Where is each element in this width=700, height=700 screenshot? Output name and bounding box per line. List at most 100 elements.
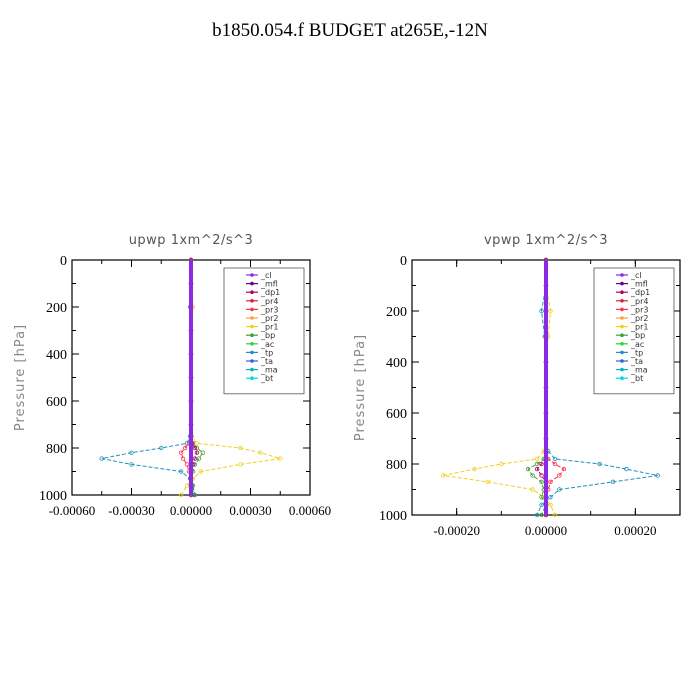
legend-marker bbox=[250, 342, 254, 346]
data-point-pr1 bbox=[178, 492, 184, 498]
panel-title: vpwp 1xm^2/s^3 bbox=[484, 233, 608, 248]
figure-title: b1850.054.f BUDGET at265E,-12N bbox=[212, 20, 488, 41]
legend-entry: _pr1 bbox=[260, 323, 278, 332]
data-point-tp bbox=[178, 469, 184, 474]
legend-marker bbox=[250, 316, 254, 320]
data-point-tp bbox=[548, 494, 553, 500]
legend-entry: _pr3 bbox=[630, 305, 648, 314]
x-tick-label: -0.00060 bbox=[49, 503, 96, 518]
data-point-bp bbox=[200, 450, 206, 455]
legend-marker bbox=[250, 350, 254, 355]
data-point-bp bbox=[525, 466, 531, 472]
data-point-pr1 bbox=[485, 479, 491, 485]
data-point-pr3 bbox=[548, 479, 553, 485]
y-tick-label: 600 bbox=[46, 395, 67, 410]
data-point-tp bbox=[557, 487, 562, 492]
legend: _cl_mfl_dp1_pr4_pr3_pr2_pr1_bp_ac_tp_ta_… bbox=[593, 267, 675, 395]
legend-entry: _bt bbox=[630, 374, 643, 383]
data-point-pr1 bbox=[552, 512, 558, 518]
y-tick-label: 800 bbox=[386, 458, 407, 473]
legend-entry: _pr2 bbox=[260, 314, 278, 323]
data-point-pr3 bbox=[180, 456, 186, 461]
x-tick-label: 0.00060 bbox=[289, 503, 331, 518]
legend-entry: _ma bbox=[630, 366, 648, 375]
y-tick-label: 200 bbox=[46, 301, 67, 316]
x-tick-label: -0.00020 bbox=[433, 523, 480, 538]
data-point-tp bbox=[597, 461, 602, 467]
data-point-tp bbox=[129, 450, 134, 455]
x-tick-label: 0.00000 bbox=[170, 503, 212, 518]
x-tick-label: 0.00020 bbox=[614, 523, 656, 538]
data-point-pr3 bbox=[552, 461, 558, 467]
legend-entry: _pr2 bbox=[630, 314, 648, 323]
x-tick-label: -0.00030 bbox=[108, 503, 155, 518]
data-point-pr1 bbox=[472, 466, 477, 472]
data-point-bp bbox=[539, 479, 544, 485]
legend-entry: _ta bbox=[630, 357, 643, 366]
data-point-dp1 bbox=[539, 473, 544, 478]
legend-entry: _ma bbox=[260, 366, 278, 375]
legend-entry: _pr4 bbox=[260, 297, 278, 306]
legend-entry: _ta bbox=[260, 357, 273, 366]
data-point-tp bbox=[539, 308, 544, 314]
y-tick-label: 600 bbox=[386, 407, 407, 422]
x-tick-label: 0.00030 bbox=[229, 503, 271, 518]
data-point-dp1 bbox=[194, 450, 200, 455]
legend-entry: _tp bbox=[260, 348, 273, 357]
data-point-pr1 bbox=[534, 456, 540, 462]
data-point-pr1 bbox=[184, 483, 190, 488]
data-point-tp bbox=[534, 512, 540, 518]
data-point-dp1 bbox=[192, 445, 198, 451]
x-tick-label: 0.00000 bbox=[525, 523, 567, 538]
data-point-pr1 bbox=[198, 469, 204, 474]
legend-box bbox=[223, 267, 305, 395]
legend-marker bbox=[620, 376, 624, 381]
legend-marker bbox=[250, 324, 254, 329]
data-point-tp bbox=[610, 479, 616, 485]
legend-entry: _pr4 bbox=[630, 297, 648, 306]
data-point-tp bbox=[655, 473, 660, 478]
data-point-bp bbox=[539, 494, 544, 500]
data-point-pr3 bbox=[184, 462, 190, 467]
chart-panel-2: vpwp 1xm^2/s^3 Pressure [hPa] 0 200 400 600 80… bbox=[353, 233, 681, 538]
legend-entry: _bt bbox=[260, 374, 273, 383]
chart-panel-1: upwp 1xm^2/s^3 Pressure [hPa] 0 200 400 600 80… bbox=[13, 233, 331, 518]
data-point-bp bbox=[539, 512, 544, 518]
series-line-tp bbox=[101, 260, 195, 496]
data-point-pr3 bbox=[561, 466, 567, 472]
legend-entry: _pr1 bbox=[630, 323, 648, 332]
legend-marker bbox=[250, 273, 254, 277]
legend-marker bbox=[250, 333, 254, 338]
legend-entry: _ac bbox=[630, 340, 644, 349]
data-point-pr1 bbox=[238, 445, 243, 451]
legend-marker bbox=[250, 307, 254, 312]
legend-entry: _mfl bbox=[260, 280, 278, 289]
data-point-pr1 bbox=[278, 456, 283, 461]
y-tick-label: 800 bbox=[46, 442, 67, 457]
legend-entry: _cl bbox=[260, 271, 272, 280]
legend-marker bbox=[620, 333, 624, 338]
data-point-pr3 bbox=[178, 450, 184, 455]
data-point-pr1 bbox=[258, 450, 263, 455]
data-point-pr1 bbox=[530, 487, 535, 492]
y-tick-label: 400 bbox=[46, 348, 67, 363]
y-tick-label: 0 bbox=[400, 254, 407, 269]
legend-marker bbox=[620, 342, 624, 346]
legend-box bbox=[593, 267, 675, 395]
legend-marker bbox=[250, 376, 254, 381]
data-point-pr1 bbox=[238, 462, 243, 467]
data-point-tp bbox=[539, 502, 544, 507]
y-tick-label: 400 bbox=[386, 356, 407, 371]
y-tick-label: 1000 bbox=[379, 509, 407, 524]
y-axis-label: Pressure [hPa] bbox=[353, 334, 368, 441]
legend-entry: _tp bbox=[630, 348, 643, 357]
data-point-tp bbox=[129, 462, 134, 467]
data-point-tp bbox=[159, 445, 164, 451]
y-tick-label: 0 bbox=[60, 254, 67, 269]
data-point-dp1 bbox=[534, 466, 540, 472]
legend-marker bbox=[250, 299, 254, 303]
legend-entry: _dp1 bbox=[630, 288, 650, 297]
data-point-pr1 bbox=[441, 473, 446, 478]
legend-entry: _mfl bbox=[630, 280, 648, 289]
